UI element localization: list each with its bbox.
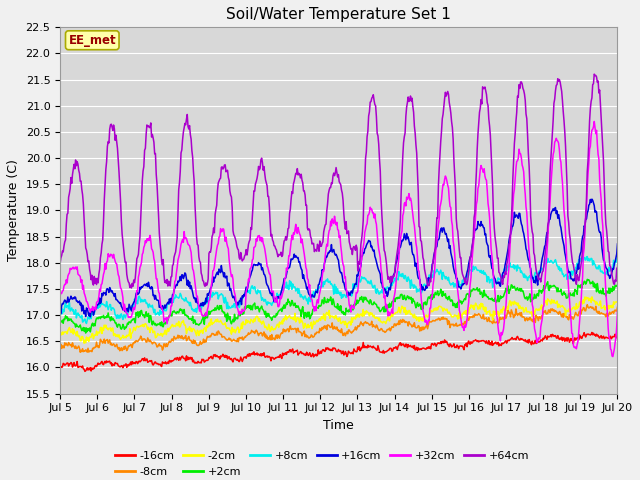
Title: Soil/Water Temperature Set 1: Soil/Water Temperature Set 1: [227, 7, 451, 22]
Text: EE_met: EE_met: [68, 34, 116, 47]
Legend: -16cm, -8cm, -2cm, +2cm, +8cm, +16cm, +32cm, +64cm: -16cm, -8cm, -2cm, +2cm, +8cm, +16cm, +3…: [110, 447, 534, 480]
Y-axis label: Temperature (C): Temperature (C): [7, 159, 20, 262]
X-axis label: Time: Time: [323, 419, 354, 432]
